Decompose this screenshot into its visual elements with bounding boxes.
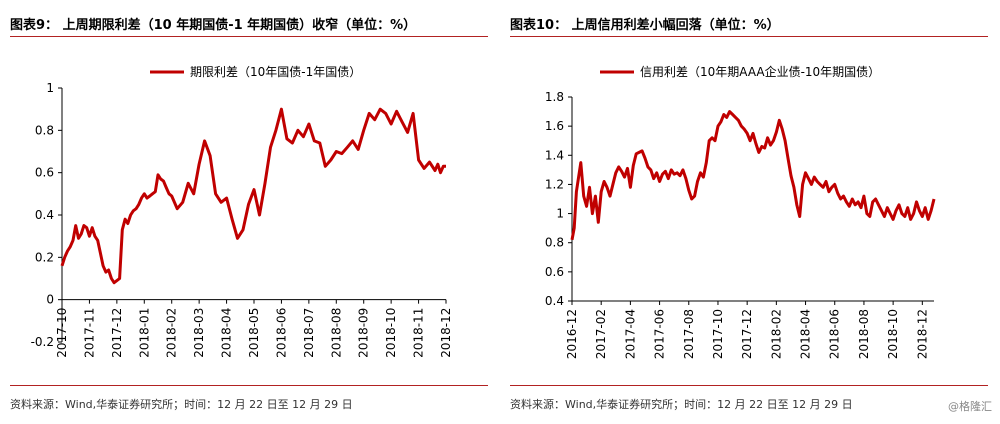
term-spread-chart: 期限利差（10年国债-1年国债） -0.2 0 0.2 0.4 0.6 0.8 1 2017-1…: [31, 65, 453, 358]
x-tick-label: 2018-02: [769, 309, 783, 359]
y-tick-label: 0.4: [35, 208, 54, 222]
y-tick-label: 0.8: [35, 123, 54, 137]
y-tick-label: 1.6: [545, 119, 564, 133]
legend-label: 期限利差（10年国债-1年国债）: [190, 65, 361, 79]
x-tick-label: 2017-11: [82, 308, 96, 358]
y-tick-label: 1.2: [545, 177, 564, 191]
y-tick-label: 1: [46, 81, 54, 95]
x-tick-label: 2017-12: [110, 308, 124, 358]
x-tick-label: 2018-04: [799, 309, 813, 359]
x-tick-label: 2018-10: [384, 308, 398, 358]
x-tick-label: 2018-08: [329, 308, 343, 358]
chart-panel-credit-spread: 图表10： 上周信用利差小幅回落（单位：%） 信用利差（10年期AAA企业债-1…: [510, 0, 990, 424]
credit-spread-chart: 信用利差（10年期AAA企业债-10年期国债） 0.4 0.6 0.8 1 1.2 1.4 1…: [545, 64, 936, 359]
y-tick-label: 0.6: [545, 265, 564, 279]
source-note: 资料来源：Wind,华泰证券研究所；时间：12 月 22 日至 12 月 29 …: [10, 398, 353, 411]
x-tick-label: 2018-03: [192, 308, 206, 358]
y-tick-label: 0.6: [35, 166, 54, 180]
x-tick-label: 2017-08: [682, 309, 696, 359]
y-tick-label: 0.2: [35, 250, 54, 264]
x-tick-label: 2016-12: [565, 309, 579, 359]
x-tick-label: 2018-12: [915, 309, 929, 359]
legend: 信用利差（10年期AAA企业债-10年期国债）: [600, 64, 880, 79]
y-tick-label: 0.4: [545, 294, 564, 308]
x-tick-label: 2018-01: [137, 308, 151, 358]
y-tick-label: 0: [46, 293, 54, 307]
y-tick-label: 1.4: [545, 148, 564, 162]
x-tick-label: 2018-12: [439, 308, 453, 358]
x-tick-label: 2018-02: [165, 308, 179, 358]
source-rule: [510, 385, 988, 386]
x-tick-label: 2017-10: [55, 308, 69, 358]
x-tick-label: 2017-04: [623, 309, 637, 359]
title-rule: [510, 36, 988, 37]
y-tick-label: 0.8: [545, 236, 564, 250]
x-tick-label: 2018-04: [220, 308, 234, 358]
x-tick-label: 2018-05: [247, 308, 261, 358]
x-tick-label: 2017-06: [653, 309, 667, 359]
chart-panel-term-spread: 图表9： 上周期限利差（10 年期国债-1 年期国债）收窄（单位：%） 期限利差…: [10, 0, 490, 424]
y-tick-label: 1: [556, 207, 564, 221]
source-note: 资料来源：Wind,华泰证券研究所；时间：12 月 22 日至 12 月 29 …: [510, 398, 853, 411]
figure-title: 图表10： 上周信用利差小幅回落（单位：%）: [510, 18, 780, 33]
x-tick-label: 2018-11: [412, 308, 426, 358]
series-line: [570, 110, 936, 241]
x-tick-label: 2018-06: [274, 308, 288, 358]
title-rule: [10, 36, 488, 37]
x-tick-label: 2018-06: [828, 309, 842, 359]
figure-title: 图表9： 上周期限利差（10 年期国债-1 年期国债）收窄（单位：%）: [10, 18, 417, 33]
series-line: [60, 107, 446, 285]
x-tick-label: 2017-12: [740, 309, 754, 359]
x-tick-label: 2017-10: [711, 309, 725, 359]
source-rule: [10, 385, 488, 386]
watermark-text: @格隆汇: [948, 400, 992, 413]
x-tick-label: 2018-07: [302, 308, 316, 358]
legend-label: 信用利差（10年期AAA企业债-10年期国债）: [640, 64, 880, 79]
x-tick-label: 2018-08: [857, 309, 871, 359]
y-tick-label: -0.2: [31, 335, 54, 349]
y-tick-label: 1.8: [545, 90, 564, 104]
x-tick-label: 2018-09: [357, 308, 371, 358]
x-tick-label: 2018-10: [886, 309, 900, 359]
legend: 期限利差（10年国债-1年国债）: [150, 65, 361, 79]
x-tick-label: 2017-02: [594, 309, 608, 359]
